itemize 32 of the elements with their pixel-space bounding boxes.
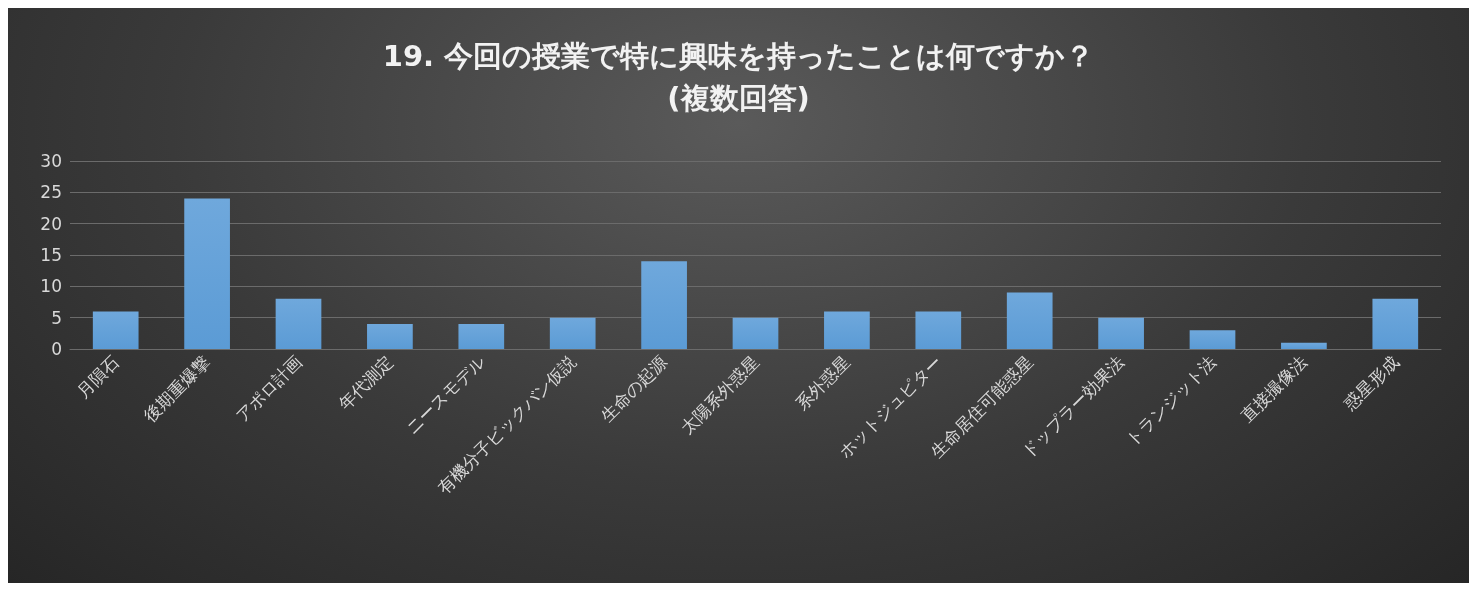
y-tick-label: 0	[51, 339, 62, 359]
x-tick-label: 月隕石	[72, 351, 123, 403]
y-tick-label: 10	[40, 276, 62, 297]
y-tick-label: 30	[40, 151, 62, 171]
x-tick-label: 年代測定	[334, 351, 397, 415]
bar	[92, 311, 139, 349]
bar	[732, 317, 779, 349]
y-tick-label: 5	[51, 307, 62, 328]
x-tick-label: 系外惑星	[791, 351, 854, 415]
x-tick-label: 生命の起源	[596, 351, 672, 427]
bar	[1281, 342, 1327, 349]
bar	[458, 323, 505, 349]
y-tick-label: 15	[40, 245, 62, 265]
bar	[275, 298, 322, 349]
y-tick-label: 25	[40, 182, 62, 203]
bar	[1189, 330, 1236, 349]
bar	[915, 311, 962, 349]
y-tick-label: 20	[40, 213, 62, 234]
bar	[367, 323, 413, 349]
bar	[824, 311, 870, 349]
x-tick-label: 太陽系外惑星	[676, 351, 763, 439]
bar	[1006, 292, 1053, 349]
bar	[549, 317, 596, 349]
bar	[641, 261, 687, 349]
x-tick-label: 惑星形成	[1339, 351, 1403, 415]
bar	[1098, 317, 1144, 349]
chart-title: 19. 今回の授業で特に興味を持ったことは何ですか？ (複数回答)	[382, 39, 1095, 115]
bar	[1372, 298, 1419, 349]
x-tick-label: 直接撮像法	[1236, 351, 1311, 427]
x-tick-label: 後期重爆撃	[139, 351, 215, 427]
bar	[184, 198, 230, 349]
x-tick-label: アポロ計画	[231, 351, 306, 427]
